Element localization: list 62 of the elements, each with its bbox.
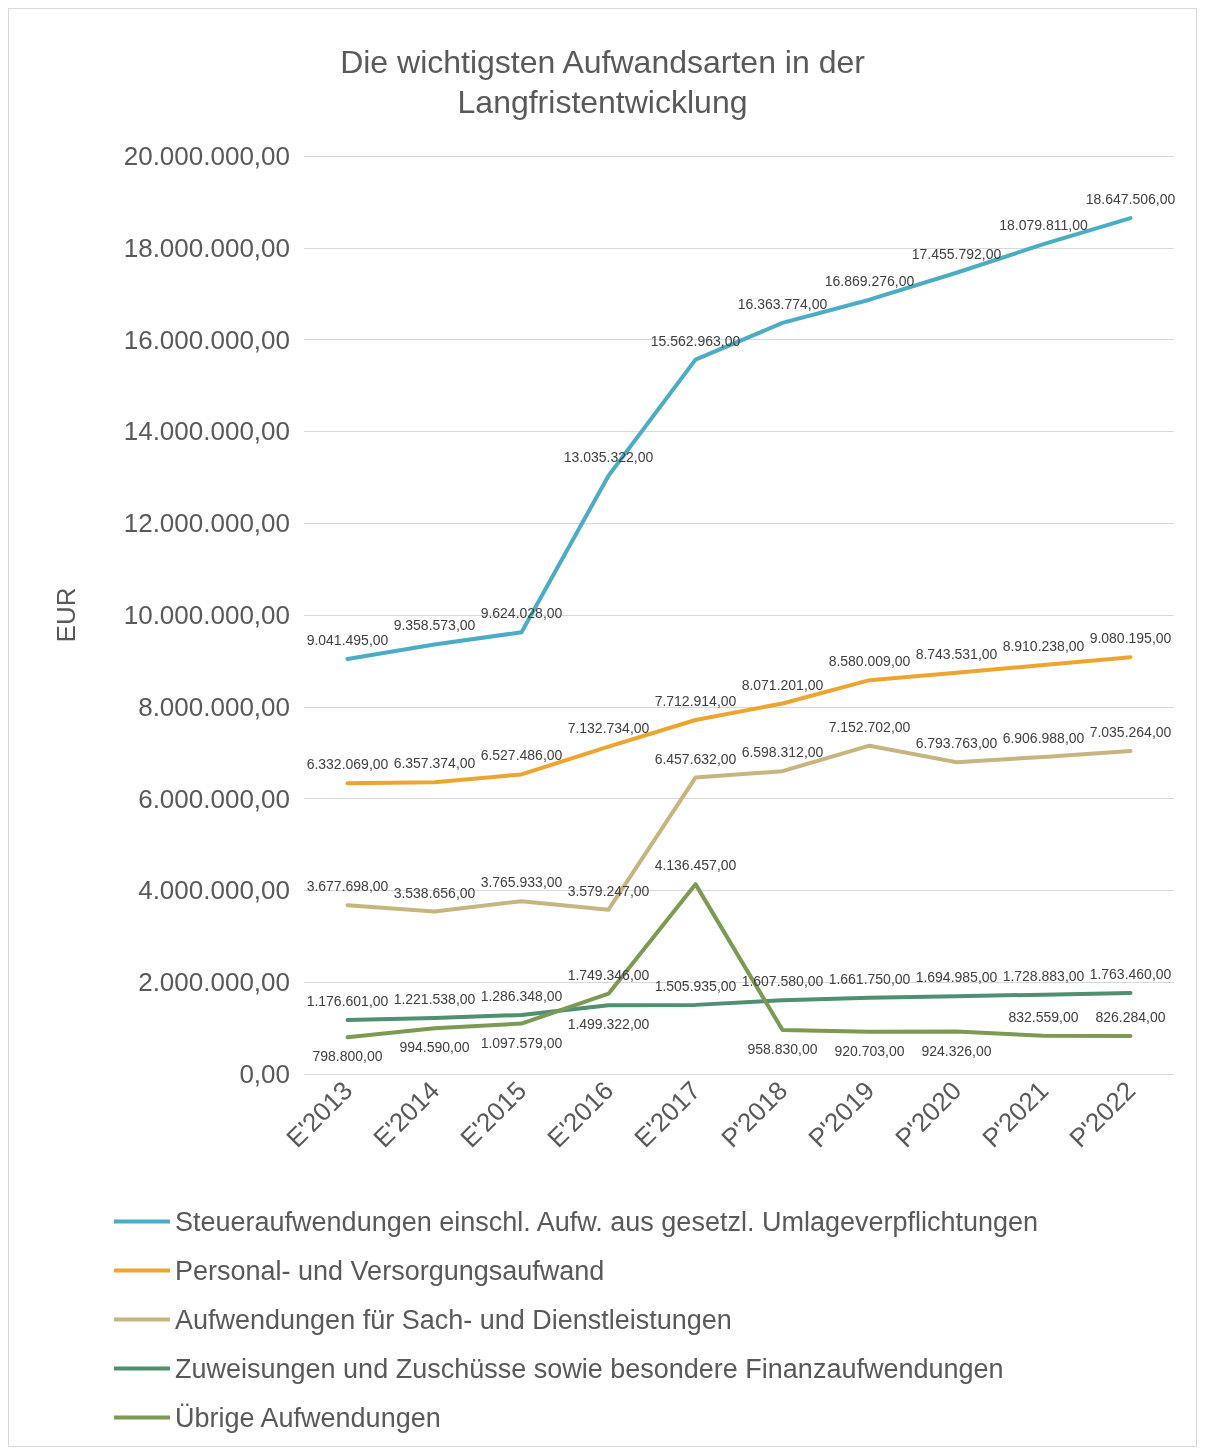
data-label: 18.647.506,00 [1085, 191, 1176, 208]
data-label: 9.080.195,00 [1089, 630, 1172, 647]
data-label: 924.326,00 [921, 1042, 992, 1059]
data-label: 18.079.811,00 [999, 217, 1088, 234]
data-label: 15.562.963,00 [650, 332, 741, 349]
data-label: 994.590,00 [399, 1039, 470, 1056]
legend-label: Übrige Aufwendungen [175, 1402, 441, 1433]
data-label: 3.538.656,00 [393, 884, 476, 901]
data-label: 4.136.457,00 [654, 857, 737, 874]
data-label: 17.455.792,00 [911, 245, 1002, 262]
data-label: 6.906.988,00 [1002, 729, 1085, 746]
data-label: 1.499.322,00 [567, 1016, 650, 1033]
data-label: 3.765.933,00 [480, 874, 563, 891]
data-label: 1.763.460,00 [1089, 966, 1172, 983]
data-label: 8.071.201,00 [741, 676, 824, 693]
y-axis-title: EUR [51, 587, 81, 643]
data-label: 16.869.276,00 [824, 272, 915, 289]
data-label: 7.712.914,00 [654, 692, 737, 709]
data-label: 8.910.238,00 [1002, 638, 1085, 655]
data-label: 9.358.573,00 [393, 617, 476, 634]
data-label: 1.728.883,00 [1002, 967, 1085, 984]
legend-label: Personal- und Versorgungsaufwand [175, 1255, 605, 1286]
y-tick-label: 12.000.000,00 [123, 508, 290, 539]
data-label: 9.041.495,00 [306, 632, 389, 648]
y-tick-label: 4.000.000,00 [138, 875, 290, 906]
data-label: 958.830,00 [747, 1040, 818, 1057]
y-tick-label: 20.000.000,00 [123, 141, 290, 171]
data-label: 1.221.538,00 [393, 990, 476, 1007]
data-label: 832.559,00 [1008, 1008, 1079, 1025]
data-label: 6.357.374,00 [393, 755, 476, 772]
legend-label: Steueraufwendungen einschl. Aufw. aus gesetzl. Umlageverpflichtungen [175, 1206, 1039, 1237]
data-label: 826.284,00 [1095, 1009, 1166, 1026]
data-label: 7.152.702,00 [828, 718, 911, 735]
data-label: 6.598.312,00 [741, 744, 824, 761]
y-tick-label: 6.000.000,00 [138, 783, 290, 814]
data-label: 798.800,00 [312, 1048, 383, 1065]
y-tick-label: 18.000.000,00 [123, 232, 290, 263]
data-label: 3.677.698,00 [306, 878, 389, 895]
data-label: 1.694.985,00 [915, 969, 998, 986]
data-label: 16.363.774,00 [737, 295, 828, 312]
data-label: 6.527.486,00 [480, 747, 563, 764]
legend-label: Aufwendungen für Sach- und Dienstleistungen [175, 1304, 732, 1335]
y-tick-label: 2.000.000,00 [138, 967, 290, 998]
y-tick-label: 10.000.000,00 [123, 600, 290, 630]
y-tick-label: 16.000.000,00 [123, 324, 290, 355]
data-label: 1.505.935,00 [654, 977, 737, 994]
y-tick-label: 8.000.000,00 [138, 691, 290, 722]
data-label: 6.793.763,00 [915, 735, 998, 752]
data-label: 8.743.531,00 [915, 645, 998, 662]
data-label: 1.661.750,00 [828, 970, 911, 987]
data-label: 7.035.264,00 [1089, 724, 1172, 741]
data-label: 1.097.579,00 [480, 1034, 563, 1051]
data-label: 920.703,00 [834, 1042, 905, 1059]
chart-title: Die wichtigsten Aufwandsarten in der Langfristentwicklung [340, 44, 866, 120]
legend-label: Zuweisungen und Zuschüsse sowie besondere Finanzaufwendungen [175, 1353, 1004, 1384]
y-tick-label: 14.000.000,00 [123, 416, 290, 447]
data-label: 6.457.632,00 [654, 750, 737, 767]
data-label: 8.580.009,00 [828, 653, 911, 670]
data-label: 1.286.348,00 [480, 987, 563, 1004]
data-label: 7.132.734,00 [567, 719, 650, 736]
data-label: 6.332.069,00 [306, 756, 389, 773]
data-label: 1.176.601,00 [306, 992, 389, 1009]
